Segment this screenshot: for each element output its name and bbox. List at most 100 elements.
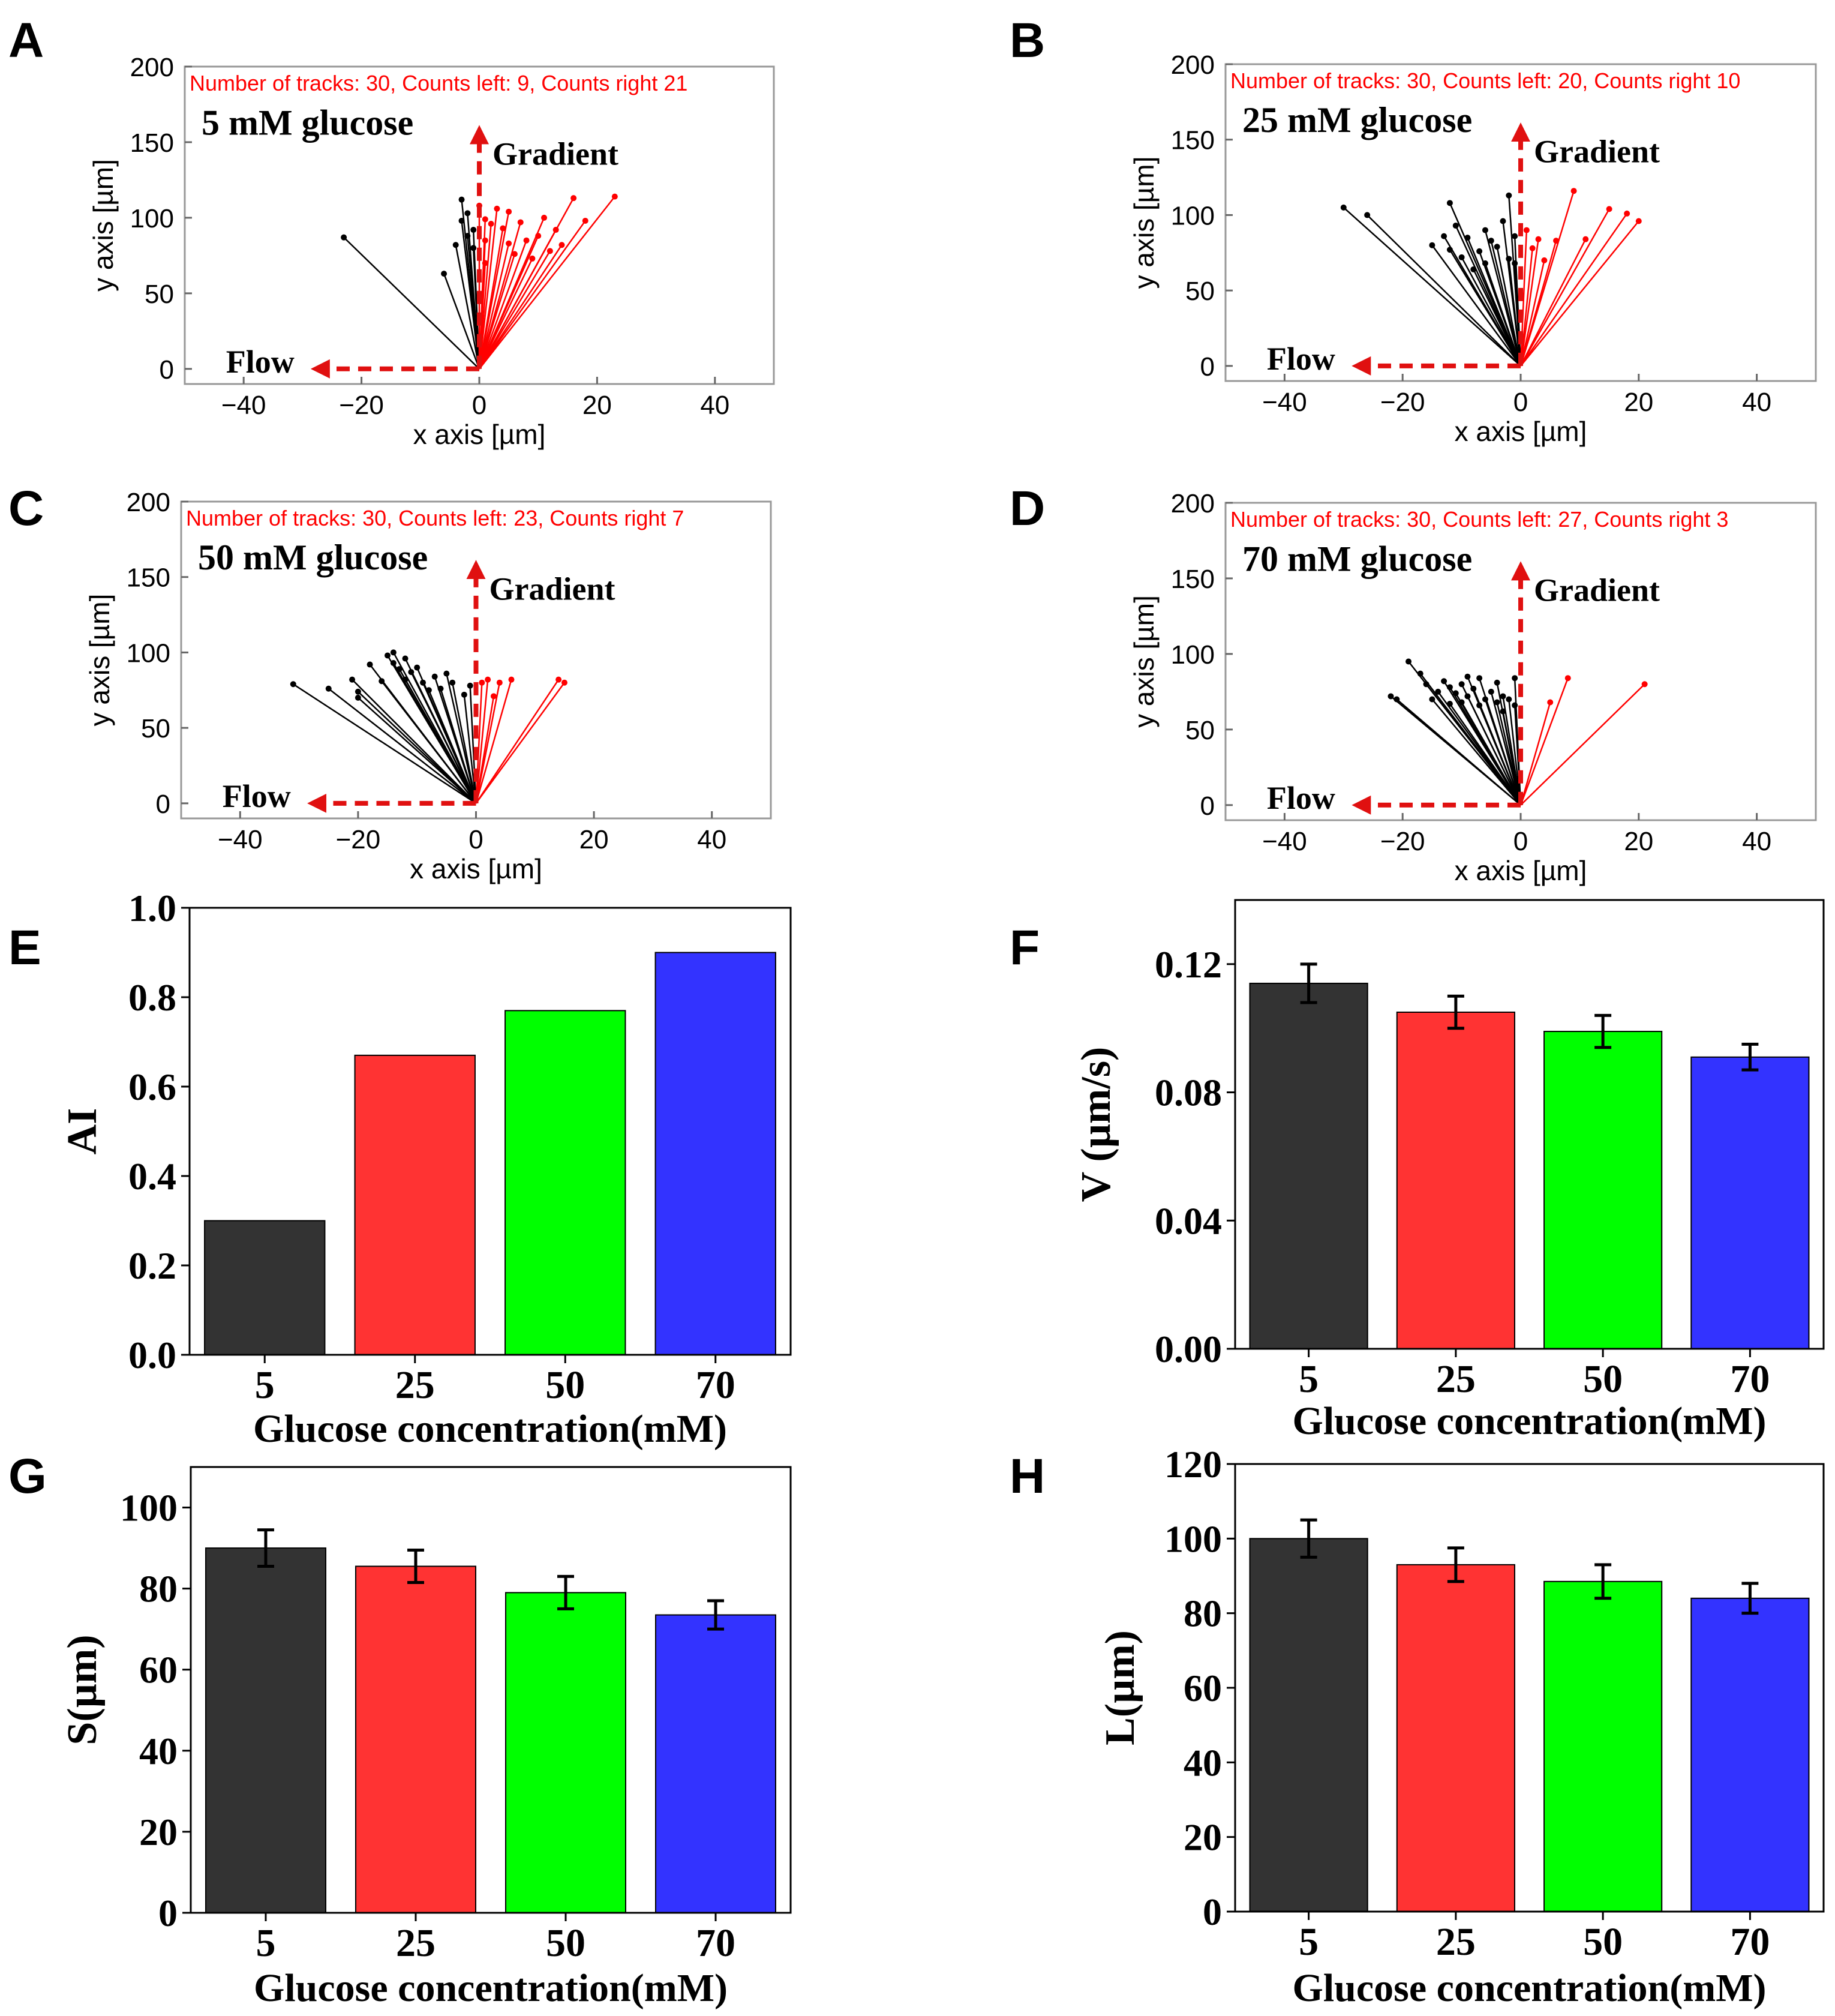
track-right [478, 211, 510, 370]
track-end-right [485, 676, 491, 683]
y-tick-label: 50 [1185, 716, 1215, 745]
y-tick-label: 100 [1164, 1517, 1222, 1560]
tracks-summary: Number of tracks: 30, Counts left: 23, C… [186, 506, 684, 530]
track-left [461, 220, 480, 369]
track-end-right [1547, 699, 1554, 706]
track-end-left [1435, 688, 1441, 695]
y-tick-label: 200 [130, 53, 174, 82]
track-left [1473, 269, 1522, 367]
gradient-label: Gradient [489, 571, 615, 607]
bar-25 [1396, 1564, 1515, 1913]
y-tick-label: 50 [1185, 277, 1215, 306]
track-end-left [470, 245, 477, 251]
x-tick-label: 5 [255, 1363, 275, 1407]
x-tick-label: −20 [336, 825, 381, 854]
track-left [455, 245, 480, 370]
track-right [475, 679, 560, 804]
y-tick-label: 100 [1171, 201, 1215, 230]
track-left [1461, 257, 1522, 367]
y-tick-label: 40 [139, 1730, 178, 1772]
gradient-label: Gradient [1534, 572, 1660, 608]
track-end-right [517, 219, 524, 226]
track-right [475, 682, 565, 804]
track-end-left [1482, 696, 1488, 703]
glucose-label: 70 mM glucose [1242, 539, 1472, 578]
track-right [478, 250, 551, 370]
track-right [478, 220, 586, 370]
track-left [1484, 263, 1522, 367]
track-left [358, 691, 477, 804]
track-left [1461, 701, 1522, 806]
track-end-left [461, 691, 467, 698]
track-end-left [1458, 681, 1465, 688]
track-end-left [458, 217, 465, 224]
track-end-left [349, 676, 356, 683]
bar-50 [505, 1592, 626, 1913]
track-left [1431, 698, 1521, 806]
track-end-left [467, 682, 473, 689]
plot-frame [1234, 899, 1825, 1350]
track-end-right [523, 237, 530, 244]
bar-50 [1543, 1580, 1663, 1912]
track-end-right [546, 248, 553, 254]
track-end-left [1482, 227, 1488, 233]
x-tick-label: −40 [221, 391, 266, 420]
plot-frame [188, 907, 792, 1356]
panel-letter: C [8, 481, 44, 536]
panel-G: G 5 25 50 70 0 20 40 60 80 100 Glucose concentratio… [8, 1449, 792, 2010]
x-tick-label: 25 [1436, 1357, 1476, 1401]
track-end-right [1564, 675, 1571, 682]
track-end-right [482, 216, 488, 223]
track-end-right [494, 205, 500, 212]
track-end-left [1500, 218, 1506, 224]
track-end-left [1446, 701, 1453, 707]
track-end-right [541, 214, 548, 221]
bar-5 [204, 1220, 326, 1355]
track-right [1520, 220, 1639, 367]
track-right [478, 244, 563, 370]
y-tick-label: 80 [1184, 1592, 1222, 1635]
track-end-left [443, 670, 450, 677]
track-left [1467, 695, 1522, 806]
track-left [463, 694, 477, 803]
panel-letter: H [1010, 1449, 1045, 1504]
glucose-label: 25 mM glucose [1242, 100, 1472, 140]
x-tick-label: −40 [1262, 388, 1307, 417]
x-tick-label: 70 [696, 1921, 735, 1965]
x-tick-label: 20 [582, 391, 612, 420]
track-end-left [1482, 260, 1488, 266]
track-left [1449, 249, 1522, 367]
track-left [352, 679, 477, 804]
track-end-left [1458, 254, 1465, 260]
track-right [1519, 677, 1569, 806]
track-left [1484, 699, 1522, 806]
x-tick-label: 70 [1730, 1357, 1770, 1401]
panel-D: D 0 50 100 150 200 −40 −20 0 20 40 x axis [µm] y axi… [1010, 481, 1817, 886]
track-left [1513, 705, 1522, 805]
track-end-left [1446, 247, 1453, 253]
x-tick-label: −20 [1380, 827, 1425, 856]
bar-25 [355, 1565, 476, 1913]
flow-label: Flow [1267, 780, 1335, 816]
glucose-label: 5 mM glucose [202, 103, 413, 142]
track-end-right [1529, 245, 1536, 251]
y-tick-label: 50 [145, 280, 174, 309]
track-end-left [449, 679, 456, 686]
track-end-left [1446, 200, 1453, 206]
track-end-left [355, 688, 361, 695]
y-axis-label: L(µm) [1097, 1630, 1143, 1745]
track-end-left [1506, 256, 1512, 262]
x-tick-label: 40 [697, 825, 726, 854]
track-end-left [464, 210, 471, 217]
track-end-left [1452, 690, 1459, 697]
track-right [475, 679, 512, 804]
track-end-right [1582, 236, 1589, 242]
track-left [343, 236, 480, 370]
track-end-left [470, 227, 477, 233]
y-axis-label: y axis [µm] [88, 159, 119, 292]
track-end-right [490, 693, 497, 700]
y-tick-label: 20 [1184, 1816, 1222, 1859]
track-end-left [1441, 233, 1447, 239]
flow-label: Flow [226, 344, 295, 380]
track-left [1490, 240, 1522, 367]
